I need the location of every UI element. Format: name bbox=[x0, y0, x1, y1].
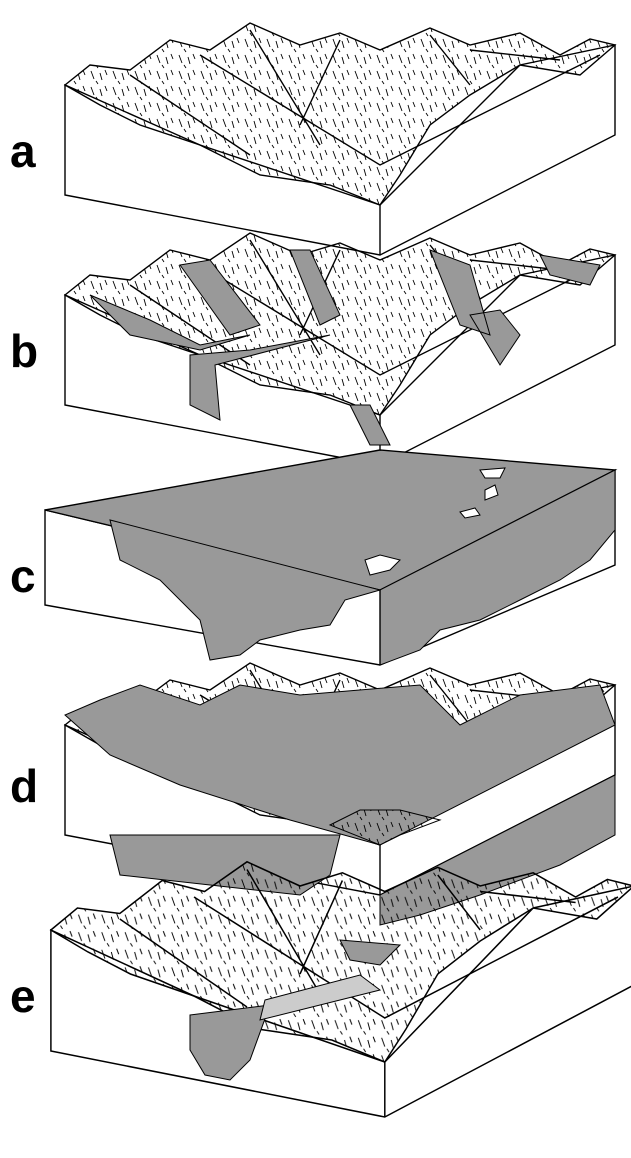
block-c bbox=[45, 450, 615, 665]
panel-label: a bbox=[10, 125, 36, 177]
block-e bbox=[51, 862, 631, 1117]
panel-label: d bbox=[10, 760, 38, 812]
figure: a b c d e bbox=[0, 0, 631, 1153]
panel-label: b bbox=[10, 325, 38, 377]
page: a b c d e (() => { const data = JSON.par… bbox=[0, 0, 631, 1153]
panel-label: c bbox=[10, 550, 36, 602]
block-b bbox=[65, 233, 615, 465]
block-a bbox=[65, 23, 615, 255]
panel-label: e bbox=[10, 970, 36, 1022]
